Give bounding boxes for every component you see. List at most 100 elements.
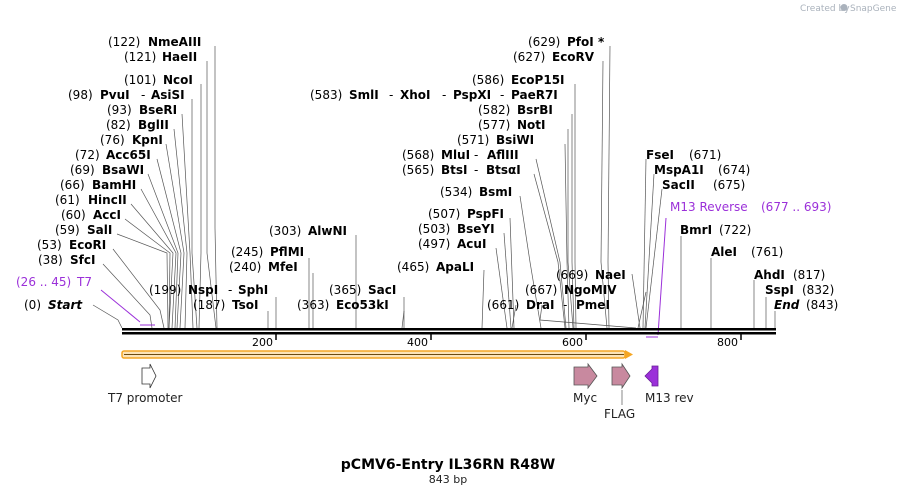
site-pvui-pos: (98)	[68, 88, 93, 102]
site-smli-name: SmlI	[349, 88, 379, 102]
primer-t7[interactable]: (26 .. 45) T7	[16, 275, 92, 289]
primer-m13-name: M13 Reverse	[670, 200, 748, 214]
site-start[interactable]: (0) Start	[24, 298, 83, 312]
site-sacii[interactable]: SacII (675)	[662, 178, 745, 192]
site-pspxi-sep: -	[500, 88, 504, 102]
site-bseri[interactable]: (93) BseRI	[107, 103, 177, 117]
feature-m13-rev[interactable]: M13 rev	[644, 365, 694, 405]
t7-promoter-arrow[interactable]	[141, 363, 157, 389]
site-drai-name: DraI	[526, 298, 554, 312]
site-acc65i[interactable]: (72) Acc65I	[75, 148, 151, 162]
site-pfoi[interactable]: (629) PfoI *	[528, 35, 605, 49]
feature-t7-promoter[interactable]: T7 promoter	[107, 363, 183, 405]
site-apali[interactable]: (465) ApaLI	[397, 260, 474, 274]
site-end-name: End	[774, 298, 800, 312]
tick-label-800: 800	[717, 336, 738, 349]
site-bmri[interactable]: BmrI (722)	[680, 223, 751, 237]
site-hincii-name: HincII	[88, 193, 127, 207]
tick-label-400: 400	[407, 336, 428, 349]
site-btsi-btsai[interactable]: (565) BtsI - BtsαI	[402, 163, 521, 177]
primer-m13-reverse[interactable]: M13 Reverse (677 .. 693)	[670, 200, 831, 214]
site-pspfi[interactable]: (507) PspFI	[428, 207, 504, 221]
site-drai[interactable]: (661) DraI - PmeI	[487, 298, 610, 312]
site-ecori-pos: (53)	[37, 238, 62, 252]
site-bsawi-name: BsaWI	[102, 163, 144, 177]
site-fsei[interactable]: FseI (671)	[646, 148, 721, 162]
site-ahdi[interactable]: AhdI (817)	[754, 268, 825, 282]
site-sspi[interactable]: SspI (832)	[765, 283, 834, 297]
site-bamhi-name: BamHI	[92, 178, 136, 192]
site-sfci-name: SfcI	[70, 253, 95, 267]
site-bglii[interactable]: (82) BglII	[106, 118, 169, 132]
site-saci[interactable]: (365) SacI	[329, 283, 396, 297]
site-ncoi[interactable]: (101) NcoI	[124, 73, 193, 87]
site-alwni-pos: (303)	[269, 224, 301, 238]
site-bsawi-pos: (69)	[70, 163, 95, 177]
site-bseyi-name: BseYI	[457, 222, 495, 236]
site-ngomiv-pos: (667)	[525, 283, 557, 297]
site-sfci-pos: (38)	[38, 253, 63, 267]
site-haeii[interactable]: (121) HaeII	[124, 50, 197, 64]
site-bamhi[interactable]: (66) BamHI	[60, 178, 136, 192]
site-ngomiv-pmei[interactable]: (667) NgoMIV	[525, 283, 617, 297]
site-bsmi-pos: (534)	[440, 185, 472, 199]
m13-rev-arrow[interactable]	[644, 365, 659, 387]
site-mfei-name: MfeI	[268, 260, 298, 274]
site-naei[interactable]: (669) NaeI	[556, 268, 626, 282]
site-mfei[interactable]: (240) MfeI	[229, 260, 298, 274]
site-sfci[interactable]: (38) SfcI	[38, 253, 95, 267]
site-nmeaiii[interactable]: (122) NmeAIII	[108, 35, 201, 49]
site-sspi-name: SspI	[765, 283, 794, 297]
flag-arrow[interactable]	[611, 362, 631, 390]
site-acci[interactable]: (60) AccI	[61, 208, 121, 222]
site-kpni[interactable]: (76) KpnI	[100, 133, 163, 147]
sequence-backbone: 200 400 600 800	[122, 328, 776, 349]
site-ecorv[interactable]: (627) EcoRV	[513, 50, 595, 64]
site-pfoi-star: *	[598, 35, 605, 49]
site-acui[interactable]: (497) AcuI	[418, 237, 486, 251]
myc-arrow[interactable]	[573, 362, 598, 390]
site-bglii-name: BglII	[138, 118, 169, 132]
site-mlui-aflii[interactable]: (568) MluI - AflIII	[402, 148, 519, 162]
site-btsai-name: BtsαI	[486, 163, 521, 177]
site-noti[interactable]: (577) NotI	[478, 118, 546, 132]
primer-m13-range: (677 .. 693)	[761, 200, 831, 214]
site-xhoi-sep: -	[442, 88, 446, 102]
tick-label-200: 200	[252, 336, 273, 349]
site-start-name: Start	[48, 298, 83, 312]
site-bsmi[interactable]: (534) BsmI	[440, 185, 512, 199]
site-haeii-pos: (121)	[124, 50, 156, 64]
site-end[interactable]: End (843)	[774, 298, 838, 312]
site-acci-name: AccI	[93, 208, 121, 222]
site-alwni[interactable]: (303) AlwNI	[269, 224, 347, 238]
site-tsoi[interactable]: (187) TsoI	[193, 298, 258, 312]
feature-flag[interactable]: FLAG	[604, 362, 635, 421]
site-smli-xhoi-pspxi-paer7i[interactable]: (583) SmlI - XhoI - PspXI - PaeR7I	[310, 88, 558, 102]
site-pmei-name: PmeI	[576, 298, 610, 312]
feature-myc[interactable]: Myc	[573, 362, 598, 405]
site-sali[interactable]: (59) SalI	[55, 223, 112, 237]
orf-arrow[interactable]	[121, 350, 633, 359]
site-nspi-sphi[interactable]: (199) NspI - SphI	[149, 283, 268, 297]
site-bsiwi[interactable]: (571) BsiWI	[457, 133, 534, 147]
site-bsrbi[interactable]: (582) BsrBI	[478, 103, 553, 117]
site-mspa1i[interactable]: MspA1I (674)	[654, 163, 750, 177]
site-sali-name: SalI	[87, 223, 112, 237]
brand-created-by: Created by	[800, 4, 850, 14]
site-bsawi[interactable]: (69) BsaWI	[70, 163, 144, 177]
site-bseyi[interactable]: (503) BseYI	[418, 222, 495, 236]
site-start-pos: (0)	[24, 298, 41, 312]
site-ncoi-pos: (101)	[124, 73, 156, 87]
primer-t7-name: T7	[76, 275, 92, 289]
site-pvui-asisi[interactable]: (98) PvuI - AsiSI	[68, 88, 185, 102]
site-hincii[interactable]: (61) HincII	[55, 193, 127, 207]
site-sspi-pos: (832)	[802, 283, 834, 297]
site-btsi-sep: -	[474, 163, 478, 177]
site-pflmi[interactable]: (245) PflMI	[231, 245, 304, 259]
site-pvui-sep: -	[141, 88, 145, 102]
site-ecori[interactable]: (53) EcoRI	[37, 238, 106, 252]
site-paer7i-name: PaeR7I	[511, 88, 558, 102]
site-ecop15i[interactable]: (586) EcoP15I	[472, 73, 565, 87]
site-eco53ki[interactable]: (363) Eco53kI	[297, 298, 389, 312]
site-alei[interactable]: AleI (761)	[711, 245, 783, 259]
